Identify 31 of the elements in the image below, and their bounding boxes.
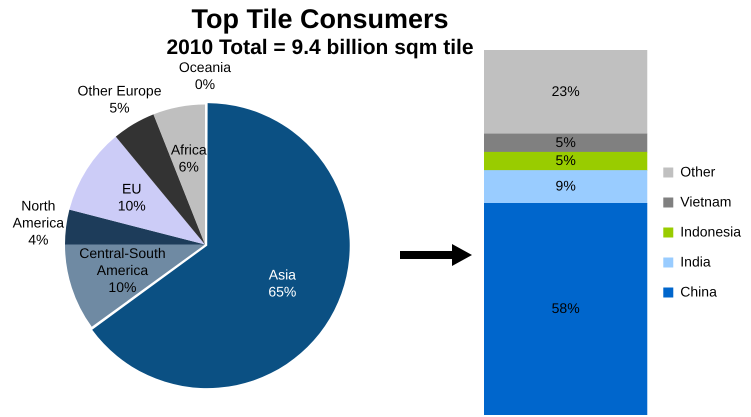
chart-subtitle: 2010 Total = 9.4 billion sqm tile [165,36,475,60]
data-label: 4% [28,231,48,248]
data-label: 65% [268,283,296,300]
chart-title: Top Tile Consumers [190,4,450,35]
data-label: 9% [556,178,576,194]
bar [484,134,648,153]
legend-label: India [680,253,711,270]
data-label: 58% [552,300,580,316]
legend-label: China [680,283,718,300]
legend-label: Other [680,163,716,180]
data-label: 10% [118,197,146,214]
slice-label: Africa [170,142,207,158]
data-label: 6% [178,158,199,175]
slice-label: Central-South America [79,245,166,278]
bar [484,50,648,134]
category-label: Oceania [178,58,232,75]
slice-label: North America [12,197,64,230]
legend-label: Vietnam [680,193,732,210]
bar [484,170,648,204]
data-label: 10% [108,279,136,296]
slice-label: Other Europe [77,82,162,98]
bar [484,152,648,171]
text: 0% [194,76,216,92]
bar [484,202,648,415]
data-label: 5% [556,134,576,150]
data-label: 23% [552,82,580,99]
legend-label: Indonesia [680,223,742,240]
data-label: 5% [556,152,576,168]
data-label: 5% [109,99,130,116]
slice-label: EU [122,180,142,196]
slice-label: Asia [268,266,296,282]
